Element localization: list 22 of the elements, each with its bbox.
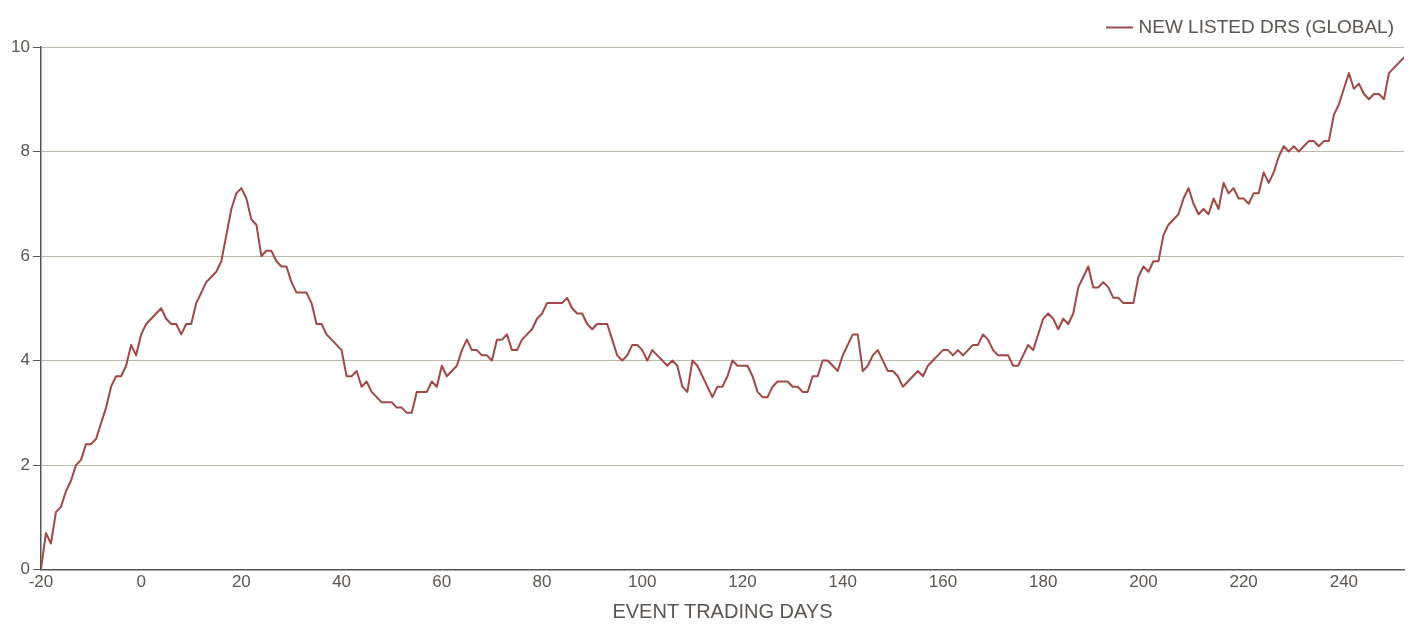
y-tick-label: 10 xyxy=(10,36,30,56)
x-tick-label: 80 xyxy=(532,572,552,592)
y-tick-label: 0 xyxy=(20,559,30,579)
x-tick-label: 60 xyxy=(432,572,452,592)
x-tick-label: -20 xyxy=(28,572,54,592)
y-tick-label: 6 xyxy=(20,245,30,265)
x-tick-label: 20 xyxy=(231,572,251,592)
x-tick-label: 220 xyxy=(1229,572,1258,592)
x-tick-label: 240 xyxy=(1329,572,1359,592)
x-tick-label: 140 xyxy=(828,572,857,592)
x-tick-label: 160 xyxy=(928,572,958,592)
x-tick-label: 180 xyxy=(1028,572,1058,592)
x-axis-title: EVENT TRADING DAYS xyxy=(612,599,833,622)
x-tick-label: 200 xyxy=(1129,572,1158,592)
y-tick-label: 2 xyxy=(20,454,30,474)
x-tick-label: 100 xyxy=(628,572,657,592)
y-tick-label: 8 xyxy=(20,141,30,161)
x-tick-label: 0 xyxy=(136,572,146,592)
x-tick-label: 120 xyxy=(728,572,757,592)
x-tick-label: 40 xyxy=(332,572,352,592)
y-tick-label: 4 xyxy=(20,350,30,370)
legend-label: NEW LISTED DRS (GLOBAL) xyxy=(1138,15,1395,37)
